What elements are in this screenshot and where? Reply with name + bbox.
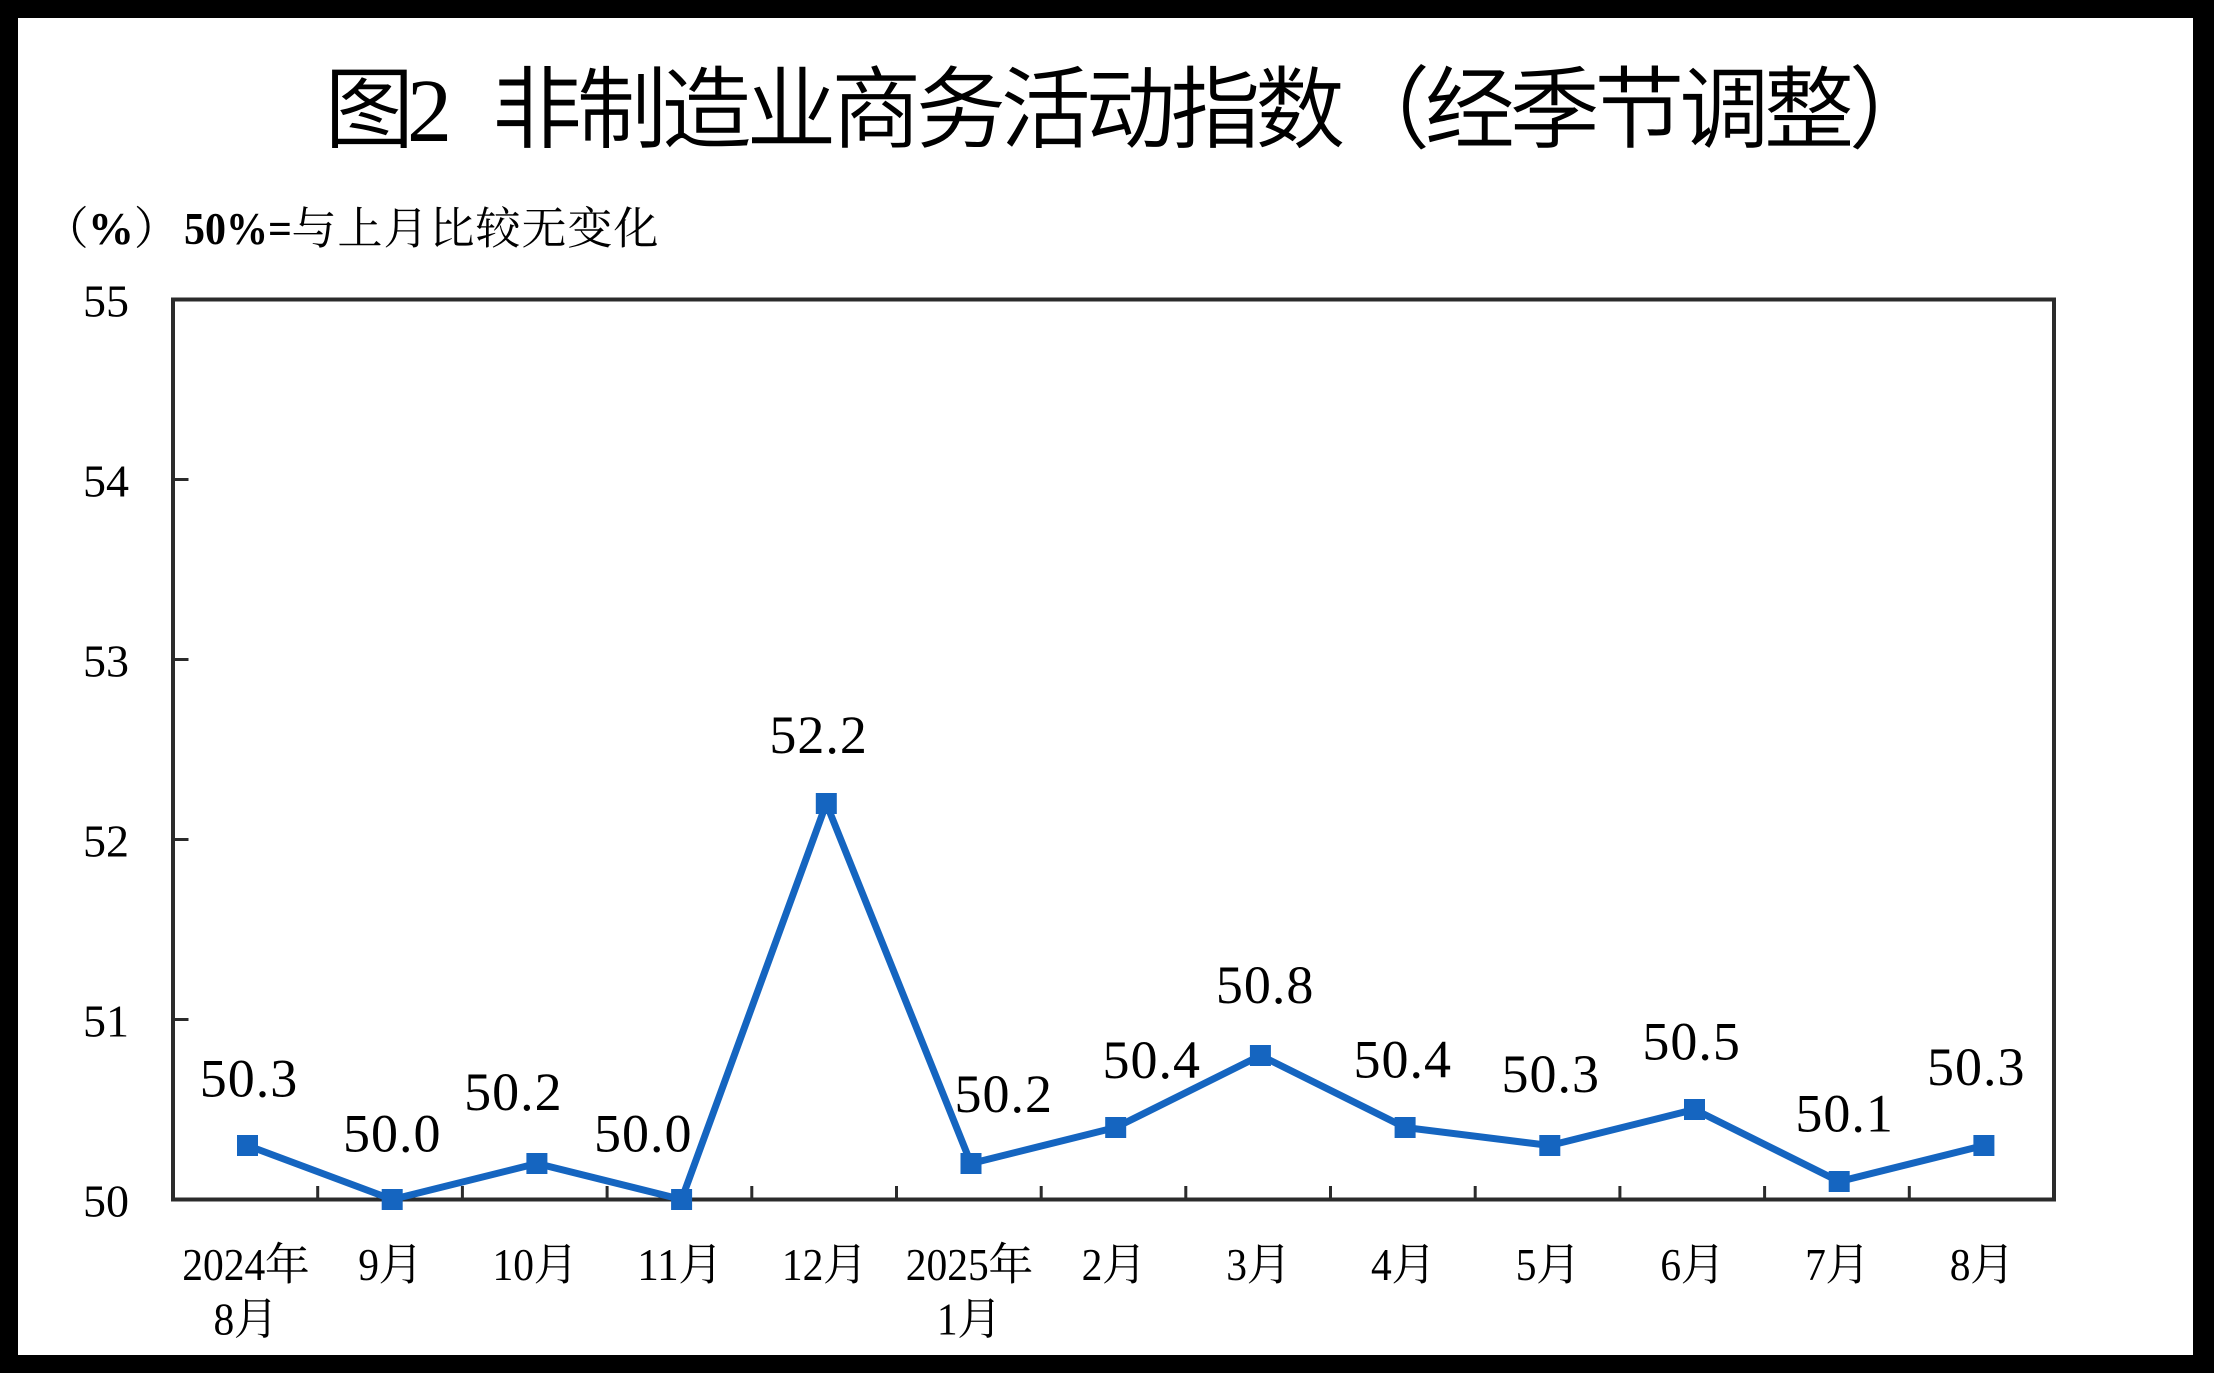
svg-text:2: 2 (407, 62, 452, 161)
svg-text:50.3: 50.3 (1927, 1037, 2026, 1097)
svg-text:53: 53 (83, 636, 129, 687)
svg-text:50.3: 50.3 (1502, 1044, 1601, 1104)
svg-text:8: 8 (214, 1293, 235, 1344)
svg-text:12: 12 (782, 1239, 824, 1290)
svg-text:52.2: 52.2 (769, 705, 868, 765)
svg-text:50%=: 50%= (184, 203, 292, 254)
svg-text:50.5: 50.5 (1642, 1012, 1741, 1072)
svg-text:50.4: 50.4 (1102, 1030, 1201, 1090)
svg-text:2: 2 (1082, 1239, 1103, 1290)
svg-text:50.0: 50.0 (343, 1104, 442, 1164)
svg-text:50.0: 50.0 (594, 1104, 693, 1164)
svg-text:50.2: 50.2 (464, 1062, 563, 1122)
svg-text:2025: 2025 (906, 1239, 989, 1290)
svg-text:50: 50 (83, 1176, 129, 1227)
svg-text:11: 11 (637, 1239, 679, 1290)
svg-text:8: 8 (1950, 1239, 1971, 1290)
svg-text:5: 5 (1516, 1239, 1537, 1290)
svg-text:50.1: 50.1 (1795, 1084, 1894, 1144)
svg-text:55: 55 (83, 276, 129, 327)
svg-text:3: 3 (1226, 1239, 1247, 1290)
svg-text:52: 52 (83, 816, 129, 867)
svg-text:2024: 2024 (182, 1239, 265, 1290)
svg-text:%: % (88, 203, 134, 254)
svg-text:6: 6 (1660, 1239, 1681, 1290)
svg-text:50.3: 50.3 (200, 1049, 299, 1109)
svg-text:9: 9 (358, 1239, 379, 1290)
svg-text:50.2: 50.2 (954, 1064, 1053, 1124)
svg-text:1: 1 (937, 1293, 958, 1344)
svg-text:54: 54 (83, 456, 129, 507)
svg-text:50.4: 50.4 (1354, 1030, 1453, 1090)
svg-text:50.8: 50.8 (1216, 955, 1315, 1015)
svg-text:7: 7 (1805, 1239, 1826, 1290)
svg-text:4: 4 (1371, 1239, 1392, 1290)
svg-text:10: 10 (493, 1239, 535, 1290)
svg-text:51: 51 (83, 996, 129, 1047)
